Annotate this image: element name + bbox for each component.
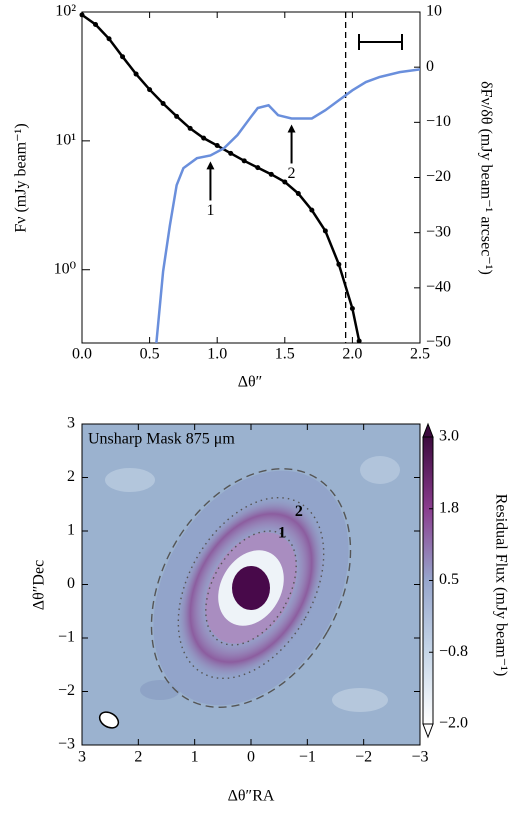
x-tick-label: 0 xyxy=(247,749,255,766)
x-tick-label: −2 xyxy=(355,749,372,766)
x-tick-label: 2.0 xyxy=(342,346,362,363)
annotation: 1 xyxy=(206,202,214,219)
data-point xyxy=(356,338,362,344)
y-tick-label: 10¹ xyxy=(55,132,76,149)
data-point xyxy=(120,54,126,60)
x-tick-label: 3 xyxy=(78,749,86,766)
colorbar-tick-label: 0.5 xyxy=(439,571,459,588)
data-point xyxy=(241,158,247,164)
annotation: 2 xyxy=(295,503,303,520)
colorbar-tick-label: 3.0 xyxy=(439,428,459,445)
y-axis-label: Fν (mJy beam⁻¹) xyxy=(13,123,30,232)
data-point xyxy=(309,207,315,213)
data-point xyxy=(228,150,234,156)
x-tick-label: 1.5 xyxy=(275,346,295,363)
image-title: Unsharp Mask 875 μm xyxy=(88,431,235,448)
y2-tick-label: −50 xyxy=(426,334,451,351)
data-line xyxy=(82,13,361,342)
colorbar-tick-label: −2.0 xyxy=(439,715,468,732)
data-point xyxy=(255,165,261,171)
y-tick-label: −1 xyxy=(58,629,75,646)
data-point xyxy=(79,12,85,18)
scale-bar xyxy=(358,34,403,50)
y2-axis-label: δFν/δθ (mJy beam⁻¹ arcsec⁻¹) xyxy=(477,81,494,275)
data-point xyxy=(93,21,99,27)
y2-tick-label: −40 xyxy=(426,279,451,296)
y2-tick-label: −20 xyxy=(426,168,451,185)
annotation: 1 xyxy=(278,524,286,541)
y2-tick-label: 0 xyxy=(426,58,434,75)
y-tick-label: −3 xyxy=(58,736,75,753)
colorbar-tick-label: −0.8 xyxy=(439,643,468,660)
y-tick-label: 10² xyxy=(55,3,76,20)
y-tick-label: 3 xyxy=(67,415,75,432)
y-tick-label: −2 xyxy=(58,682,75,699)
x-tick-label: −1 xyxy=(299,749,316,766)
data-point xyxy=(214,143,220,149)
x-tick-label: 0.5 xyxy=(140,346,160,363)
x-tick-label: 0.0 xyxy=(72,346,92,363)
annotation-arrowhead xyxy=(206,161,215,170)
data-point xyxy=(187,125,193,131)
data-point xyxy=(295,191,301,197)
plot-frame xyxy=(81,11,421,344)
data-point xyxy=(106,36,112,42)
data-point xyxy=(322,228,328,234)
x-axis-label: Δθ″ xyxy=(238,374,263,391)
x-tick-label: 1 xyxy=(191,749,199,766)
y2-tick-label: −10 xyxy=(426,113,451,130)
data-point xyxy=(268,171,274,177)
colorbar-label: Residual Flux (mJy beam⁻¹) xyxy=(492,494,509,677)
residual-image xyxy=(82,424,420,745)
data-point xyxy=(336,261,342,267)
annotation-arrowhead xyxy=(287,124,296,133)
colorbar-tick-label: 1.8 xyxy=(439,499,459,516)
data-point xyxy=(174,113,180,119)
y2-tick-label: −30 xyxy=(426,223,451,240)
y2-tick-label: 10 xyxy=(426,3,442,20)
x-tick-label: −3 xyxy=(411,749,428,766)
x-axis-label: Δθ″RA xyxy=(228,788,275,805)
data-point xyxy=(201,135,207,141)
x-tick-label: 2 xyxy=(134,749,142,766)
y-tick-label: 10⁰ xyxy=(54,260,76,277)
y-tick-label: 2 xyxy=(67,468,75,485)
data-point xyxy=(147,87,153,93)
x-tick-label: 2.5 xyxy=(410,346,430,363)
data-line xyxy=(155,68,420,343)
y-tick-label: 0 xyxy=(67,575,75,592)
data-point xyxy=(282,179,288,185)
y-axis-label: Δθ″Dec xyxy=(31,560,48,610)
data-point xyxy=(349,306,355,312)
x-tick-label: 1.0 xyxy=(207,346,227,363)
y-tick-label: 1 xyxy=(67,522,75,539)
data-point xyxy=(160,100,166,106)
data-point xyxy=(133,71,139,77)
annotation: 2 xyxy=(288,165,296,182)
